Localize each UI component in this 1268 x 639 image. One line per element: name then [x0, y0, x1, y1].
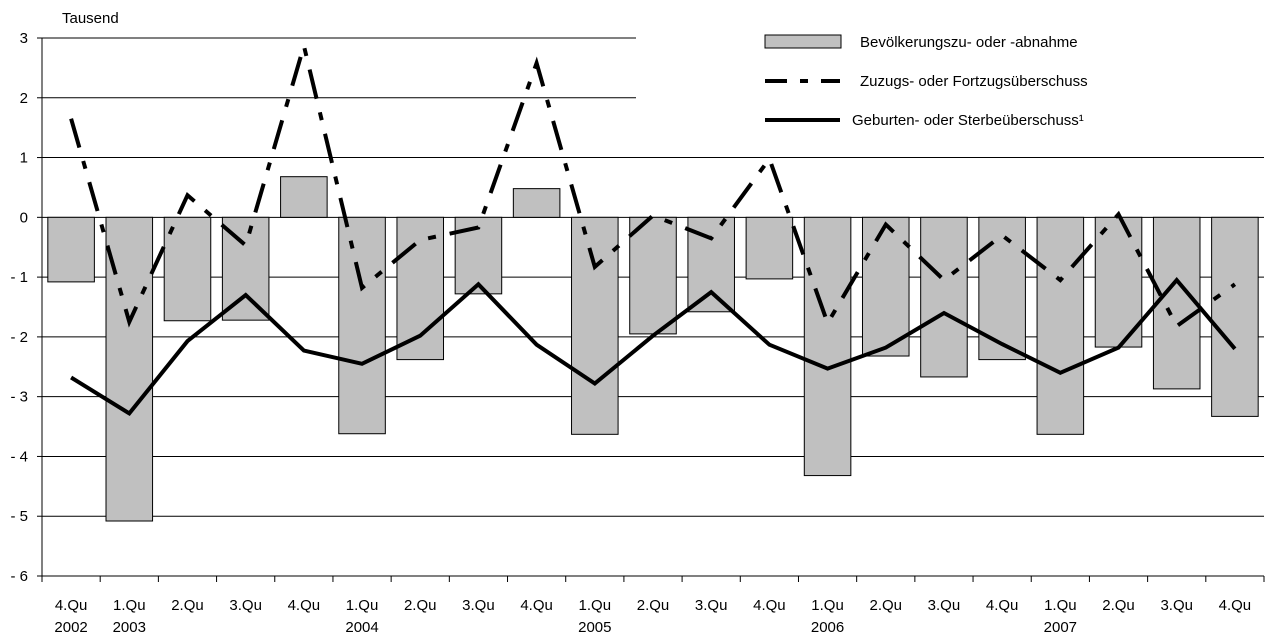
x-tick-label: 1.Qu: [346, 597, 379, 614]
y-tick-label: 1: [20, 150, 28, 167]
bar: [920, 216, 968, 378]
x-tick-label: 3.Qu: [229, 597, 262, 614]
y-tick-label: 3: [20, 30, 28, 47]
x-tick-label: 2.Qu: [637, 597, 670, 614]
x-year-label: 2002: [54, 619, 87, 636]
y-tick-label: - 5: [10, 508, 28, 525]
bar: [861, 216, 910, 357]
x-tick-label: 4.Qu: [1219, 597, 1252, 614]
x-tick-label: 2.Qu: [869, 597, 902, 614]
x-year-label: 2006: [811, 619, 844, 636]
x-tick-label: 4.Qu: [288, 597, 321, 614]
bar: [745, 216, 794, 280]
x-tick-label: 2.Qu: [1102, 597, 1135, 614]
y-tick-label: 0: [20, 209, 28, 226]
bar: [454, 216, 503, 295]
x-year-label: 2003: [113, 619, 146, 636]
line-zuzugs-fortzugsueberschuss: [69, 38, 1237, 330]
bar: [1211, 216, 1259, 417]
bar: [396, 216, 445, 361]
bar: [163, 216, 212, 322]
x-tick-labels: 4.Qu 2002 1.Qu 2003 2.Qu 3.Qu 4.Qu 1.Qu 2004 2.Qu…: [54, 597, 1251, 636]
bar: [571, 216, 619, 435]
y-tick-label: 2: [20, 90, 28, 107]
bar-series: [47, 176, 1259, 522]
y-tick-label: - 3: [10, 389, 28, 406]
legend: Bevölkerungszu- oder -abnahme Zuzugs- od…: [764, 34, 1088, 129]
unit-label: Tausend: [62, 10, 119, 27]
y-tick-label: - 6: [10, 568, 28, 585]
x-tick-label: 1.Qu: [1044, 597, 1077, 614]
y-tick-label: - 4: [10, 448, 28, 465]
line-geburten-sterbeueberschuss: [70, 277, 1237, 417]
x-tick-label: 4.Qu: [520, 597, 553, 614]
axes: [37, 37, 1265, 582]
legend-label-dashed: Zuzugs- oder Fortzugsüberschuss: [860, 73, 1088, 90]
bar: [629, 216, 677, 335]
x-tick-label: 3.Qu: [695, 597, 728, 614]
bar: [1094, 216, 1143, 348]
legend-swatch-bars: [764, 34, 842, 49]
y-tick-label: - 2: [10, 329, 28, 346]
x-tick-label: 4.Qu: [55, 597, 88, 614]
x-year-label: 2004: [345, 619, 378, 636]
y-tick-labels: 3 2 1 0 - 1 - 2 - 3 - 4 - 5 - 6: [10, 30, 28, 585]
x-tick-label: 1.Qu: [811, 597, 844, 614]
x-tick-label: 1.Qu: [579, 597, 612, 614]
bar: [1152, 216, 1201, 390]
x-tick-label: 4.Qu: [986, 597, 1019, 614]
bar: [512, 188, 561, 218]
x-tick-label: 3.Qu: [462, 597, 495, 614]
x-year-label: 2005: [578, 619, 611, 636]
x-tick-label: 2.Qu: [171, 597, 204, 614]
legend-label-bars: Bevölkerungszu- oder -abnahme: [860, 34, 1078, 51]
bar: [338, 216, 386, 435]
bar: [1036, 216, 1085, 435]
legend-label-solid: Geburten- oder Sterbeüberschuss¹: [852, 112, 1084, 129]
line-series: [69, 38, 1237, 417]
x-tick-label: 3.Qu: [928, 597, 961, 614]
bar: [978, 216, 1026, 361]
x-tick-label: 4.Qu: [753, 597, 786, 614]
x-year-label: 2007: [1044, 619, 1077, 636]
bar: [280, 176, 328, 218]
x-tick-label: 3.Qu: [1160, 597, 1193, 614]
y-tick-label: - 1: [10, 269, 28, 286]
bar: [47, 216, 95, 283]
bar: [803, 216, 852, 477]
x-tick-label: 1.Qu: [113, 597, 146, 614]
x-tick-label: 2.Qu: [404, 597, 437, 614]
